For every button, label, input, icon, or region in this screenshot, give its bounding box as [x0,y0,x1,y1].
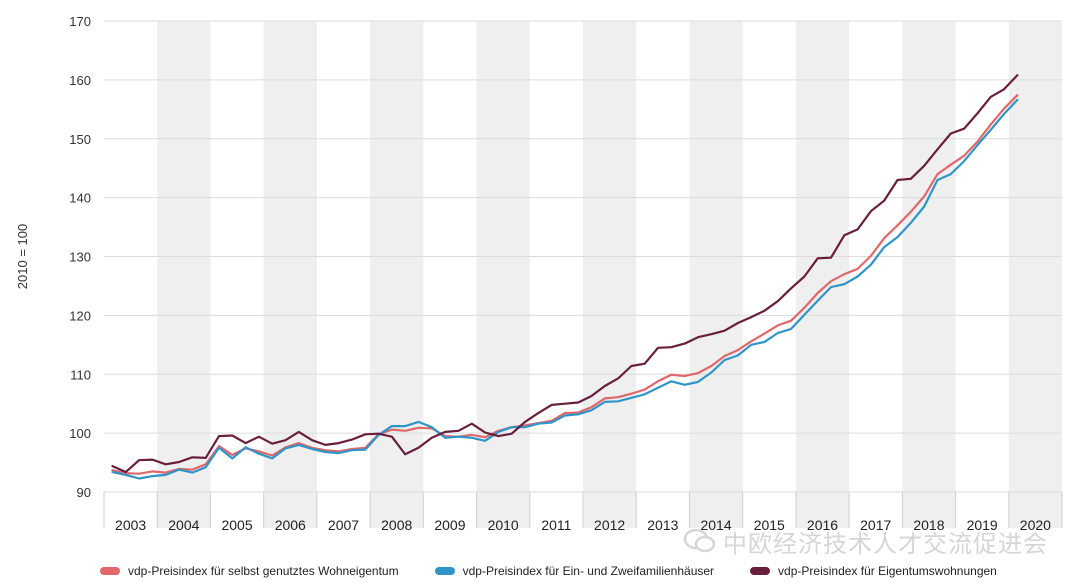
x-tick-label: 2005 [221,517,252,533]
year-band [157,21,211,528]
x-tick-label: 2011 [541,517,571,533]
x-tick-label: 2014 [700,517,731,533]
x-tick-label: 2017 [860,517,891,533]
y-tick-label: 110 [70,367,91,382]
x-tick-label: 2018 [913,517,944,533]
y-tick-label: 90 [77,485,91,500]
y-tick-label: 150 [69,132,91,147]
series-line-3 [111,74,1019,474]
series-line-1 [111,94,1019,475]
x-tick-label: 2019 [967,517,998,533]
y-tick-label: 120 [69,308,91,323]
x-tick-label: 2003 [115,517,146,533]
x-tick-label: 2006 [275,517,306,533]
legend-label: vdp-Preisindex für Eigentumswohnungen [778,564,997,578]
year-bands [157,21,1062,528]
y-tick-label: 160 [69,73,91,88]
year-band [795,21,850,528]
legend-label: vdp-Preisindex für Ein- und Zweifamilien… [462,564,715,578]
year-band [583,21,637,528]
year-band [476,21,530,528]
legend-item-ein-zwei: vdp-Preisindex für Ein- und Zweifamilien… [434,564,715,578]
legend-swatch [100,567,120,575]
y-axis: 90 100 110 120 130 140 150 160 170 [69,14,91,500]
x-axis: 2003 2004 2005 2006 2007 2008 2009 2010 2011 2012… [103,492,1063,533]
x-tick-label: 2007 [328,517,359,533]
x-tick-label: 2009 [434,517,465,533]
y-tick-label: 140 [69,191,91,206]
y-tick-label: 130 [69,250,91,265]
legend-swatch [750,567,771,575]
x-tick-label: 2020 [1020,517,1051,533]
x-tick-label: 2008 [381,517,412,533]
y-axis-label: 2010 = 100 [15,224,30,289]
legend-item-eigentum: vdp-Preisindex für Eigentumswohnungen [750,564,997,578]
chart: 2003 2004 2005 2006 2007 2008 2009 2010 2011 2012… [15,14,1063,533]
y-tick-label: 100 [69,426,91,441]
year-band [902,21,956,528]
legend-item-selbst: vdp-Preisindex für selbst genutztes Wohn… [100,564,399,578]
y-tick-label: 170 [69,14,91,29]
x-tick-label: 2013 [647,517,678,533]
year-band [1008,21,1062,528]
year-band [263,21,317,528]
x-tick-label: 2016 [807,517,838,533]
legend: vdp-Preisindex für selbst genutztes Wohn… [100,560,1060,582]
x-tick-label: 2010 [488,517,519,533]
x-tick-label: 2015 [754,517,785,533]
x-tick-label: 2004 [168,517,199,533]
year-band [689,21,743,528]
x-tick-label: 2012 [594,517,625,533]
year-band [370,21,424,528]
legend-label: vdp-Preisindex für selbst genutztes Wohn… [128,564,399,578]
series-lines [111,74,1019,480]
legend-swatch [434,567,455,575]
series-line-2 [111,98,1019,480]
